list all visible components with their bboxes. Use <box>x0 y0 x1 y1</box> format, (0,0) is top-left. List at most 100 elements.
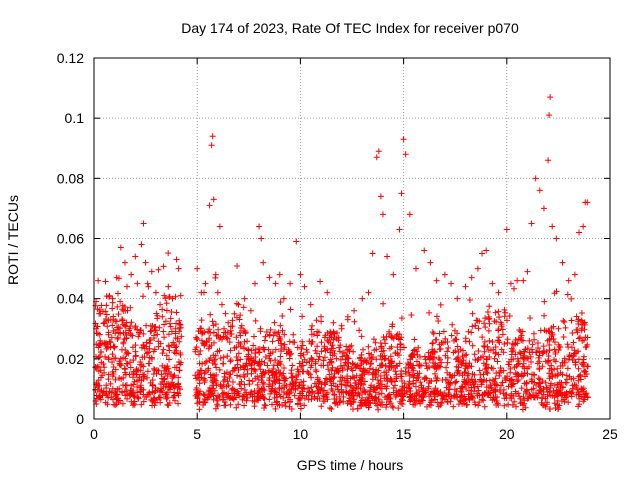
data-point <box>288 405 295 412</box>
data-point <box>453 363 460 370</box>
data-point <box>571 271 578 278</box>
data-point <box>250 342 257 349</box>
data-point <box>330 380 337 387</box>
data-point <box>101 319 108 326</box>
data-point <box>479 353 486 360</box>
data-point <box>500 349 507 356</box>
data-point <box>469 323 476 330</box>
data-point <box>211 387 218 394</box>
data-point <box>280 295 287 302</box>
data-point <box>549 223 556 230</box>
data-point <box>313 350 320 357</box>
data-point <box>241 373 248 380</box>
data-point <box>583 343 590 350</box>
data-point <box>534 339 541 346</box>
data-point <box>545 157 552 164</box>
data-point <box>170 382 177 389</box>
data-point <box>330 375 337 382</box>
data-point <box>118 346 125 353</box>
data-point <box>210 396 217 403</box>
data-point <box>422 360 429 367</box>
data-point <box>247 307 254 314</box>
y-tick-label: 0.04 <box>57 291 84 307</box>
data-point <box>299 342 306 349</box>
data-point <box>429 339 436 346</box>
data-point <box>527 353 534 360</box>
data-point <box>96 331 103 338</box>
data-point <box>520 393 527 400</box>
data-point <box>360 381 367 388</box>
data-point <box>149 402 156 409</box>
data-point <box>565 344 572 351</box>
data-point <box>115 311 122 318</box>
data-point <box>93 364 100 371</box>
data-point <box>494 358 501 365</box>
data-point <box>578 309 585 316</box>
data-point <box>257 328 264 335</box>
data-point <box>244 338 251 345</box>
data-point <box>172 344 179 351</box>
data-point <box>464 401 471 408</box>
data-point <box>235 401 242 408</box>
data-point <box>440 328 447 335</box>
data-point <box>337 362 344 369</box>
data-point <box>507 369 514 376</box>
data-point <box>166 331 172 338</box>
data-point <box>562 379 569 386</box>
data-point <box>384 375 391 382</box>
data-point <box>201 379 208 386</box>
data-point <box>503 375 510 382</box>
data-point <box>208 342 215 349</box>
data-point <box>220 354 227 361</box>
data-point <box>373 346 380 353</box>
data-point <box>448 332 455 339</box>
data-point <box>432 349 439 356</box>
data-point <box>234 262 241 269</box>
data-point <box>463 351 470 358</box>
data-point <box>343 343 350 350</box>
data-point <box>553 235 560 242</box>
data-point <box>210 196 217 203</box>
data-point <box>411 336 418 343</box>
data-point <box>293 376 300 383</box>
data-point <box>495 351 502 358</box>
data-point <box>166 400 173 407</box>
data-point <box>103 390 110 397</box>
data-point <box>122 329 129 336</box>
data-point <box>444 398 451 405</box>
data-point <box>277 348 284 355</box>
data-point <box>123 335 130 342</box>
data-point <box>173 256 180 263</box>
data-point <box>555 406 562 413</box>
data-point <box>286 338 293 345</box>
data-point <box>140 293 147 300</box>
data-point <box>402 151 409 158</box>
data-point <box>328 359 335 366</box>
data-point <box>405 384 412 391</box>
data-point <box>512 336 519 343</box>
data-point <box>350 387 357 394</box>
data-point <box>495 289 502 296</box>
data-point <box>301 386 308 393</box>
data-point <box>276 384 283 391</box>
data-point <box>389 403 396 410</box>
data-point <box>398 386 405 393</box>
data-point <box>328 405 335 412</box>
data-point <box>582 334 589 341</box>
data-point <box>256 345 263 352</box>
data-point <box>140 363 147 370</box>
data-point <box>578 386 585 393</box>
data-point <box>210 329 217 336</box>
data-point <box>545 352 552 359</box>
data-point <box>466 387 473 394</box>
data-point <box>491 378 498 385</box>
data-point <box>167 323 174 330</box>
data-point <box>291 392 298 399</box>
data-point <box>441 271 448 278</box>
data-point <box>220 378 227 385</box>
data-point <box>485 392 492 399</box>
data-point <box>160 346 167 353</box>
data-point <box>202 369 209 376</box>
data-point <box>171 372 178 379</box>
data-point <box>266 377 273 384</box>
